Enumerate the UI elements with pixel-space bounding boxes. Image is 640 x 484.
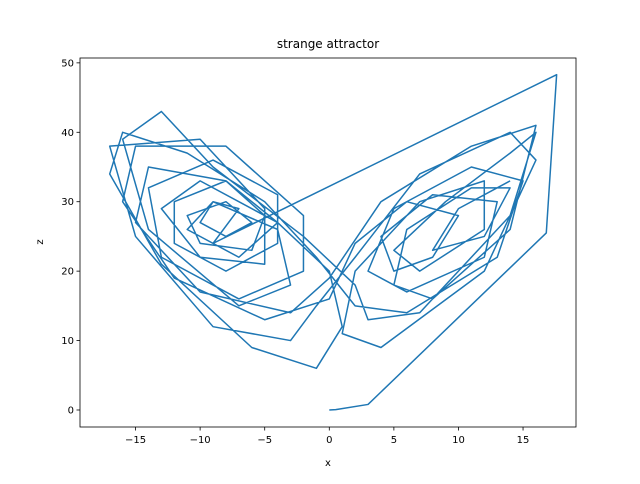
x-tick-label: −15: [125, 435, 146, 446]
x-tick-label: 15: [517, 435, 530, 446]
y-tick-label: 40: [61, 128, 74, 139]
y-tick-label: 20: [61, 267, 74, 278]
data-line: [108, 73, 558, 411]
y-tick-label: 0: [68, 405, 74, 416]
x-axis-label: x: [325, 458, 331, 469]
plot-frame: [79, 57, 577, 428]
x-tick-label: 5: [391, 435, 397, 446]
y-axis-label: z: [35, 239, 46, 244]
x-tick-label: −5: [257, 435, 272, 446]
x-tick-label: −10: [190, 435, 211, 446]
y-tick-label: 30: [61, 197, 74, 208]
y-tick-label: 10: [61, 336, 74, 347]
chart-title: strange attractor: [277, 37, 379, 51]
y-tick-label: 50: [61, 58, 74, 69]
x-tick-label: 10: [452, 435, 465, 446]
x-tick-label: 0: [326, 435, 332, 446]
